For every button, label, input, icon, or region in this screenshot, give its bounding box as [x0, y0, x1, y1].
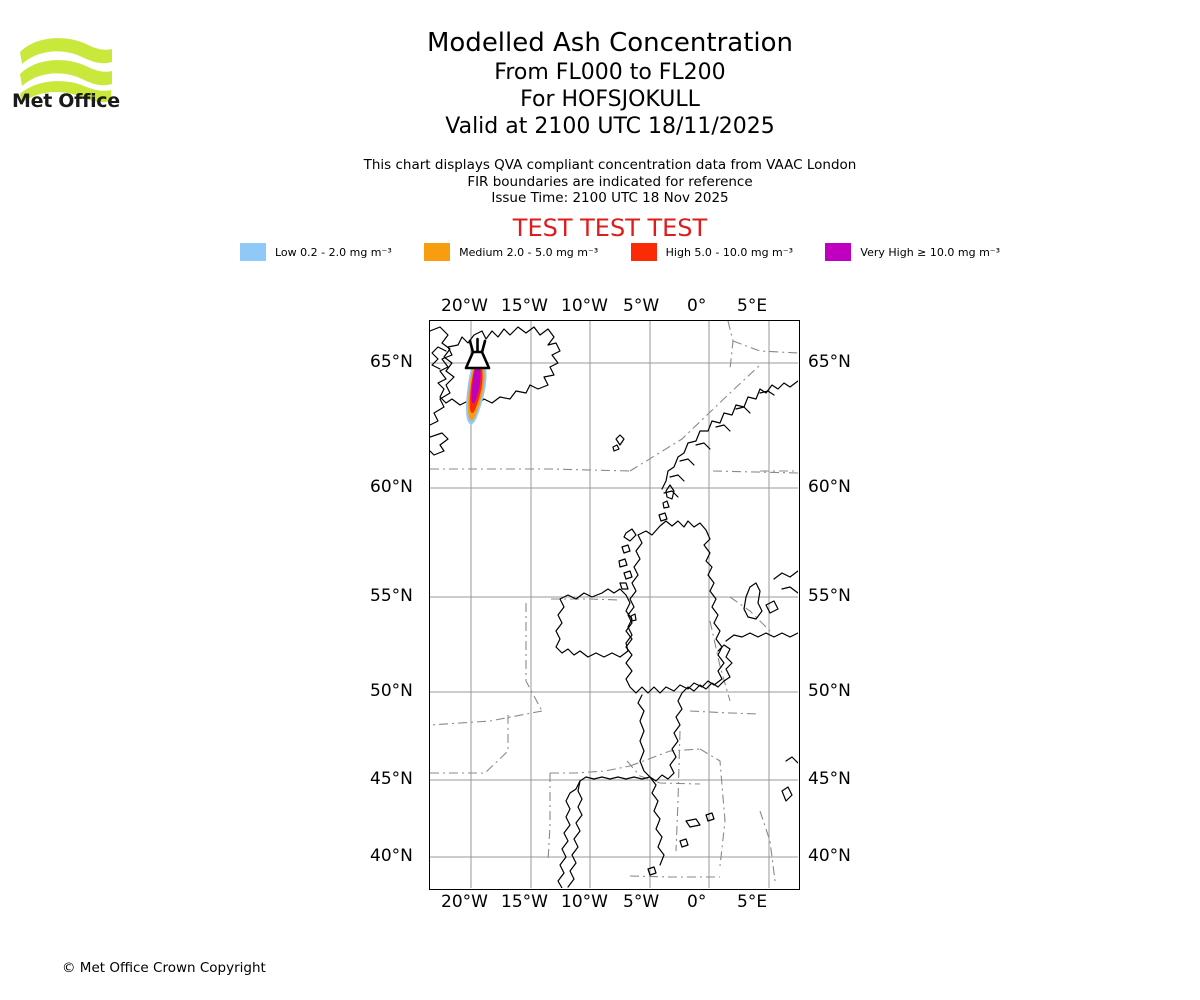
met-office-wave-logo-svg: [20, 38, 112, 103]
y-axis-left-label-0: 65°N: [370, 352, 413, 372]
map-gridlines: [430, 321, 798, 888]
chart-title-block: Modelled Ash Concentration From FL000 to…: [180, 28, 1040, 140]
legend-swatch-very-high: [825, 243, 852, 261]
x-axis-top-label-1: 15°W: [501, 296, 548, 316]
ash-plume: [466, 357, 487, 425]
x-axis-bottom-label-4: 0°: [687, 892, 707, 912]
y-axis-right-label-1: 60°N: [808, 477, 851, 497]
y-axis-left-label-4: 45°N: [370, 769, 413, 789]
x-axis-bottom-label-3: 5°W: [623, 892, 660, 912]
legend-entry-medium: Medium 2.0 - 5.0 mg m⁻³: [424, 241, 598, 263]
x-axis-top-label-2: 10°W: [561, 296, 608, 316]
ash-plume-very-high: [471, 362, 481, 404]
legend-swatch-low: [240, 243, 266, 261]
legend-label-very-high: Very High ≥ 10.0 mg m⁻³: [860, 245, 1000, 259]
ash-concentration-map[interactable]: [429, 320, 800, 890]
met-office-wordmark: Met Office: [12, 90, 120, 112]
x-axis-top-label-5: 5°E: [737, 296, 768, 316]
title-volcano-name: For HOFSJOKULL: [520, 87, 700, 112]
legend-label-low: Low 0.2 - 2.0 mg m⁻³: [275, 245, 392, 259]
test-banner: TEST TEST TEST: [512, 214, 708, 242]
x-axis-top-label-4: 0°: [687, 296, 707, 316]
note-fir-boundaries: FIR boundaries are indicated for referen…: [467, 173, 753, 190]
title-flight-levels: From FL000 to FL200: [494, 60, 726, 85]
x-axis-bottom-label-2: 10°W: [561, 892, 608, 912]
y-axis-right-label-0: 65°N: [808, 352, 851, 372]
legend-entry-high: High 5.0 - 10.0 mg m⁻³: [630, 241, 793, 263]
legend-entry-very-high: Very High ≥ 10.0 mg m⁻³: [825, 241, 1000, 263]
legend-label-high: High 5.0 - 10.0 mg m⁻³: [665, 245, 793, 259]
y-axis-left-label-2: 55°N: [370, 586, 413, 606]
note-issue-time: Issue Time: 2100 UTC 18 Nov 2025: [491, 190, 729, 206]
x-axis-bottom-label-0: 20°W: [441, 892, 488, 912]
met-office-logo: [12, 24, 122, 114]
x-axis-top-label-0: 20°W: [441, 296, 488, 316]
map-canvas: [430, 321, 798, 888]
note-qva-compliance: This chart displays QVA compliant concen…: [363, 157, 857, 173]
legend-entry-low: Low 0.2 - 2.0 mg m⁻³: [240, 241, 392, 263]
x-axis-top-label-3: 5°W: [623, 296, 660, 316]
legend-swatch-high: [630, 243, 657, 261]
volcano-marker-hofsjokull: [464, 337, 491, 370]
concentration-legend: Low 0.2 - 2.0 mg m⁻³ Medium 2.0 - 5.0 mg…: [240, 241, 1000, 263]
x-axis-bottom-label-5: 5°E: [737, 892, 768, 912]
legend-swatch-medium: [424, 243, 451, 261]
chart-notes-block: This chart displays QVA compliant concen…: [180, 157, 1040, 207]
y-axis-right-label-2: 55°N: [808, 586, 851, 606]
title-valid-time: Valid at 2100 UTC 18/11/2025: [445, 114, 775, 139]
x-axis-bottom-label-1: 15°W: [501, 892, 548, 912]
y-axis-right-label-3: 50°N: [808, 681, 851, 701]
y-axis-right-label-4: 45°N: [808, 769, 851, 789]
coastlines: [430, 326, 798, 888]
y-axis-left-label-1: 60°N: [370, 477, 413, 497]
y-axis-left-label-5: 40°N: [370, 846, 413, 866]
y-axis-left-label-3: 50°N: [370, 681, 413, 701]
page-title: Modelled Ash Concentration: [426, 28, 794, 58]
y-axis-right-label-5: 40°N: [808, 846, 851, 866]
copyright-notice: © Met Office Crown Copyright: [62, 960, 266, 976]
legend-label-medium: Medium 2.0 - 5.0 mg m⁻³: [459, 245, 599, 259]
fir-boundaries: [430, 321, 798, 882]
